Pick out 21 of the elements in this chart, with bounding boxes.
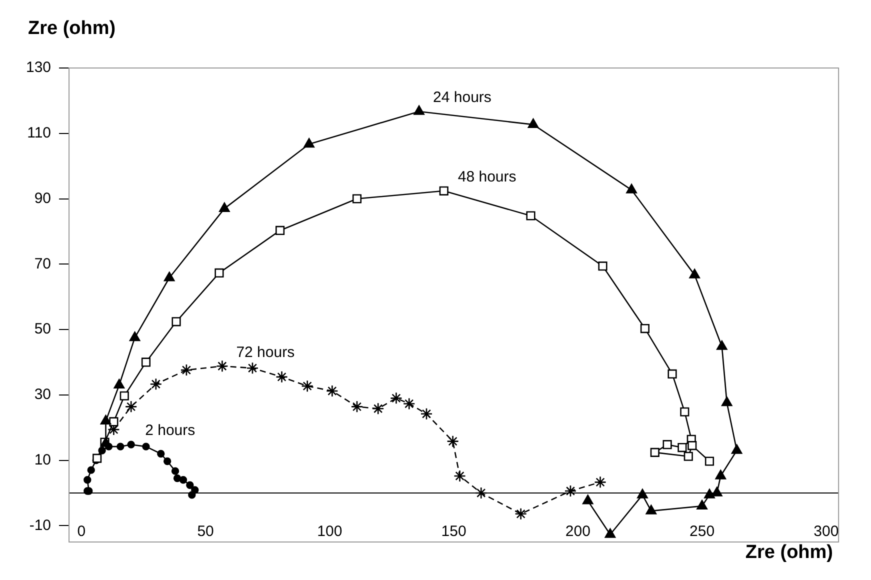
y-tick-label: 30 <box>34 386 52 404</box>
series-label: 2 hours <box>145 422 196 440</box>
y-tick-label: 130 <box>26 59 52 76</box>
x-tick-label: 200 <box>565 523 590 540</box>
x-tick-label: 150 <box>441 523 466 540</box>
x-tick-label: 50 <box>197 523 214 540</box>
y-tick-label: 70 <box>34 255 52 272</box>
y-tick-label: 50 <box>34 320 52 338</box>
y-axis-title: Zre (ohm) <box>28 18 116 40</box>
series-label: 72 hours <box>236 344 295 361</box>
y-tick-label: -10 <box>29 516 52 534</box>
y-tick-label: 90 <box>34 190 52 207</box>
y-tick-label: 110 <box>27 124 52 142</box>
series-label: 48 hours <box>458 168 516 186</box>
y-tick-label: 10 <box>34 451 52 468</box>
x-tick-label: 300 <box>814 523 839 540</box>
x-tick-label: 250 <box>690 523 715 540</box>
x-tick-label: 100 <box>317 523 342 540</box>
x-tick-label: 0 <box>77 523 86 540</box>
x-axis-title: Zre (ohm) <box>745 542 833 564</box>
series-label: 24 hours <box>433 89 492 106</box>
